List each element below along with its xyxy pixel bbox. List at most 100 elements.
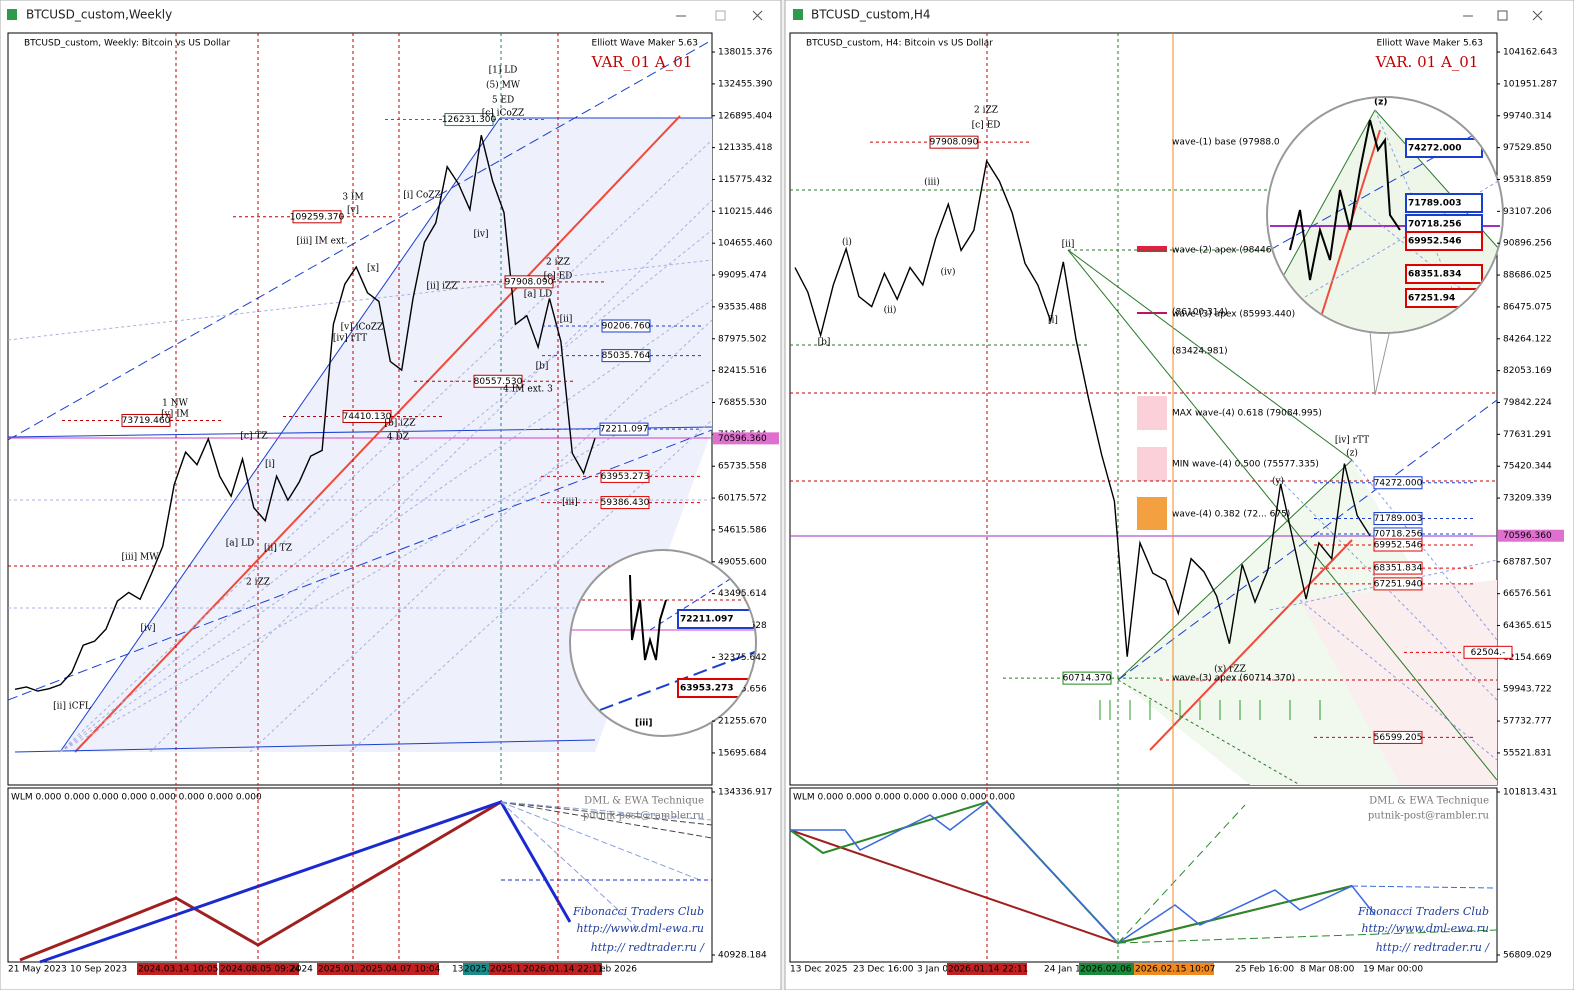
- maximize-button[interactable]: [1497, 10, 1508, 21]
- y-tick-label: 65735.558: [718, 462, 767, 472]
- x-tick-label: 2024.03.14 10:05: [138, 965, 218, 975]
- x-tick-label: 2025.01.2: [318, 965, 364, 975]
- price-box-label: 56599.205: [1374, 733, 1423, 743]
- y-tick-label: 87975.502: [718, 334, 767, 344]
- price-box: [444, 113, 494, 127]
- variant-label: VAR_01 A_01: [591, 53, 693, 71]
- y-tick-label: 104162.643: [1503, 48, 1557, 58]
- wave-label: [v]: [347, 206, 359, 216]
- wave-label: 2 iZZ: [546, 258, 570, 268]
- y-tick-label: 75420.344: [1503, 462, 1552, 472]
- watermark-text: http://www.dml-ewa.ru: [1361, 922, 1489, 935]
- y-tick-label: 73209.339: [1503, 494, 1552, 504]
- price-box-label: 74272.000: [1374, 478, 1423, 488]
- magnifier-label: 74272.000: [1408, 144, 1462, 154]
- y-tick-label: 60175.572: [718, 494, 767, 504]
- magnifier: [569, 549, 757, 737]
- price-box-label: 90206.760: [602, 321, 651, 331]
- y-tick-label: 110215.446: [718, 207, 773, 217]
- x-tick-label: 24 Jan 1: [1044, 965, 1081, 975]
- price-box: [1463, 645, 1513, 659]
- price-box-label: 126231.300: [442, 115, 497, 125]
- wave-label: (z): [1346, 448, 1358, 459]
- y-tick-label: 86475.075: [1503, 302, 1552, 312]
- y-tick-label: 84264.122: [1503, 334, 1552, 344]
- price-box: [599, 422, 649, 436]
- price-box-label: 71789.003: [1374, 514, 1423, 524]
- y-tick-label: 132455.390: [718, 79, 773, 89]
- wave-label: [b]: [536, 362, 549, 372]
- y-tick-label: 77631.291: [1503, 430, 1552, 440]
- fib-note: wave-(4) 0.382 (72... 675): [1172, 510, 1290, 520]
- brand-label: Elliott Wave Maker 5.63: [592, 39, 698, 49]
- date-highlight: [137, 963, 217, 975]
- wave-label: [v] iCoZZ: [341, 323, 384, 333]
- indicator-label: WLM 0.000 0.000 0.000 0.000 0.000 0.000 …: [11, 793, 262, 803]
- fib-note: MIN wave-(4) 0.500 (75577.335): [1172, 460, 1319, 470]
- wave-label: 1 NW: [162, 399, 188, 409]
- app-icon: [793, 9, 803, 20]
- wave-label: [v] IM: [161, 410, 189, 420]
- wave-label: [c] TZ: [240, 432, 267, 442]
- price-box: [473, 374, 523, 388]
- date-highlight: [219, 963, 299, 975]
- y-tick-label: 138015.376: [718, 48, 773, 58]
- wave-label: 3 IM: [342, 193, 363, 203]
- magnifier-label: 70718.256: [1408, 220, 1462, 230]
- wave-label: [c] iCoZZ: [482, 109, 525, 119]
- y-tick-label: 57732.777: [1503, 717, 1552, 727]
- date-highlight: [1134, 963, 1214, 975]
- y-tick-label: 21255.670: [718, 717, 767, 727]
- close-button[interactable]: [1532, 10, 1543, 21]
- y-tick-label: 97529.850: [1503, 143, 1552, 153]
- price-box-label: 63953.273: [601, 472, 650, 482]
- wave-label: [iv] rTT: [333, 334, 367, 344]
- current-price-box: [1498, 529, 1564, 542]
- indicator-label: WLM 0.000 0.000 0.000 0.000 0.000 0.000 …: [793, 793, 1015, 803]
- price-box-label: 97908.090: [505, 277, 554, 287]
- wave-label: [ii]: [1062, 240, 1075, 250]
- magnifier-label: 68351.834: [1408, 270, 1462, 280]
- watermark-text: http:// redtrader.ru /: [1376, 941, 1491, 954]
- price-box: [342, 410, 392, 423]
- close-button[interactable]: [752, 10, 763, 21]
- magnifier-label: 63953.273: [680, 684, 734, 694]
- price-box-label: 97908.090: [930, 138, 979, 148]
- price-box-label: 60714.370: [1063, 674, 1112, 684]
- price-box: [1373, 512, 1423, 526]
- magnifier-box: [1405, 231, 1483, 251]
- fib-note: (83424.981): [1172, 347, 1228, 357]
- watermark-text: http://www.dml-ewa.ru: [576, 922, 704, 935]
- y-tick-label: 88686.025: [1503, 271, 1552, 281]
- wave-label: [iv]: [474, 230, 489, 240]
- maximize-button[interactable]: [715, 10, 726, 21]
- y-tick-label: 76855.530: [718, 398, 767, 408]
- y-tick-label: 32375.642: [718, 653, 767, 663]
- wave-label: 2 iZZ: [246, 578, 270, 588]
- y-tick-label: 101813.431: [1503, 788, 1557, 798]
- magnifier-box: [1405, 264, 1483, 284]
- app-icon: [7, 9, 17, 20]
- wave-label: [i] CoZZ: [403, 191, 441, 201]
- y-tick-label: 59943.722: [1503, 685, 1552, 695]
- y-tick-label: 134336.917: [718, 787, 772, 797]
- current-price-box: [713, 432, 779, 445]
- wave-label: [ii] iZZ: [426, 282, 457, 292]
- price-box: [504, 275, 554, 289]
- price-box-label: 72211.097: [600, 425, 649, 435]
- magnifier-label: 69952.546: [1408, 237, 1462, 247]
- x-tick-label: 23 Dec 16:00: [853, 965, 914, 975]
- wave-label: [a] LD: [524, 290, 552, 300]
- magnifier-label: 67251.94: [1408, 294, 1455, 304]
- price-box: [601, 319, 651, 333]
- price-line: [794, 159, 1371, 657]
- y-tick-label: 99740.314: [1503, 111, 1552, 121]
- magnifier-label: (z): [1374, 98, 1387, 108]
- date-highlight: [359, 963, 439, 975]
- y-tick-label: 66576.561: [1503, 589, 1552, 599]
- x-tick-label: 2026.02.15 10:07: [1135, 965, 1215, 975]
- y-tick-label: 82415.516: [718, 366, 767, 376]
- date-highlight: [947, 963, 1027, 975]
- x-tick-label: 2025.04.07 10:04: [360, 965, 441, 975]
- price-box-label: 73719.460: [122, 416, 171, 426]
